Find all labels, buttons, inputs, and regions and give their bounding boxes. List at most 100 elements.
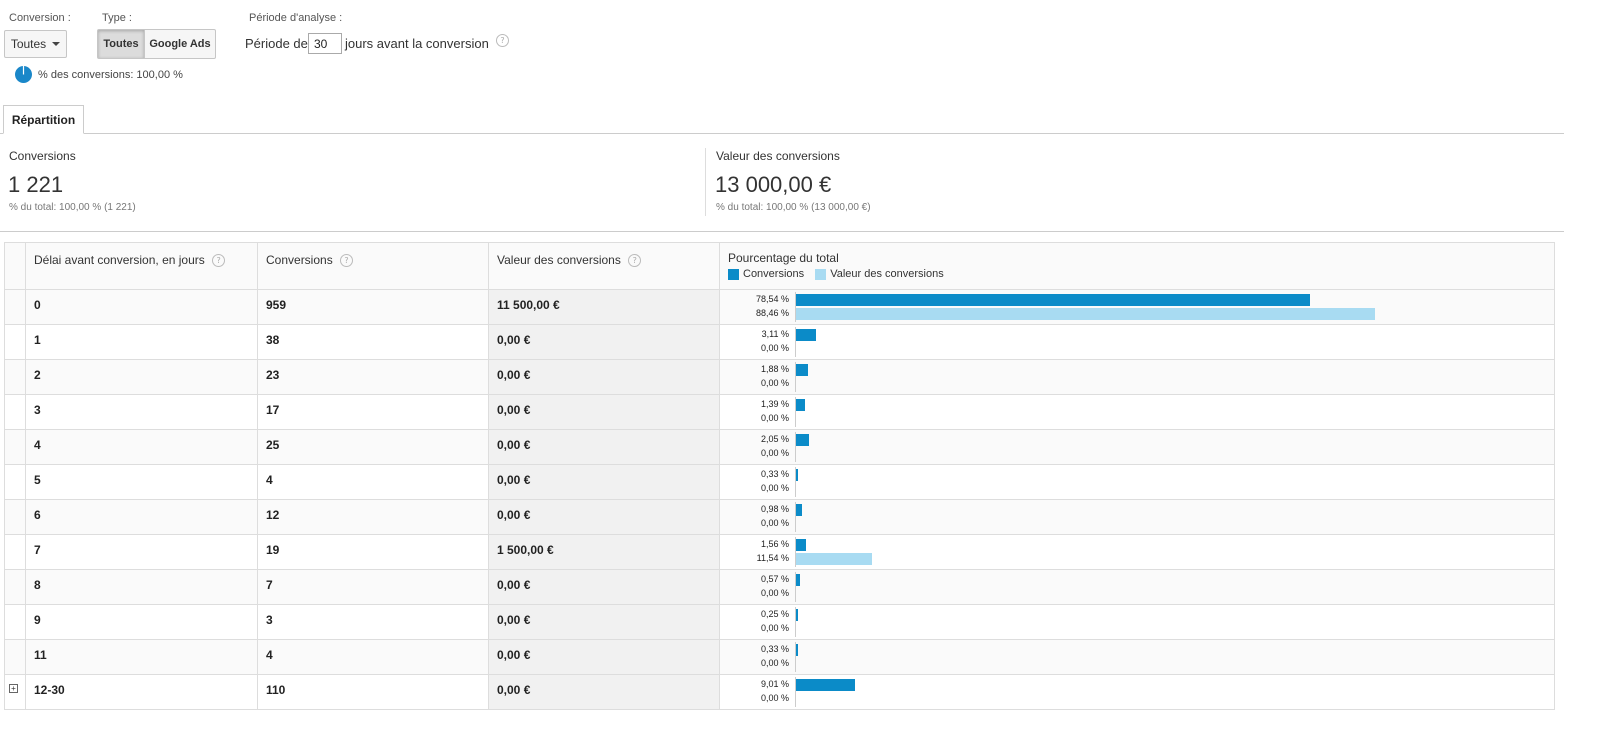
pct-conversions-label: 0,57 % xyxy=(760,574,789,584)
table-row[interactable]: 2 23 0,00 € 1,88 % 0,00 % xyxy=(4,359,1555,395)
pct-value-label: 0,00 % xyxy=(760,448,789,458)
row-expand-cell xyxy=(4,499,26,535)
period-prefix: Période de xyxy=(245,36,308,51)
table-row[interactable]: 9 3 0,00 € 0,25 % 0,00 % xyxy=(4,604,1555,640)
cell-conversions: 959 xyxy=(257,289,489,325)
bar-axis xyxy=(795,467,796,497)
bar-axis xyxy=(795,292,796,322)
table-row[interactable]: 11 4 0,00 € 0,33 % 0,00 % xyxy=(4,639,1555,675)
cell-conversions: 25 xyxy=(257,429,489,465)
pct-value-label: 0,00 % xyxy=(760,588,789,598)
cell-percentage: 2,05 % 0,00 % xyxy=(719,429,1555,465)
pct-conversions-label: 0,33 % xyxy=(760,644,789,654)
table-row[interactable]: 7 19 1 500,00 € 1,56 % 11,54 % xyxy=(4,534,1555,570)
period-days-input[interactable] xyxy=(308,33,342,54)
header-conversions[interactable]: Conversions ? xyxy=(257,242,489,290)
bar-axis xyxy=(795,362,796,392)
conversions-bar xyxy=(796,574,800,586)
cell-delay: 11 xyxy=(25,639,258,675)
plus-square-icon[interactable]: + xyxy=(9,684,18,693)
type-label: Type : xyxy=(102,12,132,24)
question-circle-icon[interactable]: ? xyxy=(496,34,509,47)
row-expand-cell xyxy=(4,639,26,675)
row-expand-cell xyxy=(4,359,26,395)
legend-conversions: Conversions xyxy=(743,268,805,280)
bar-axis xyxy=(795,502,796,532)
cell-percentage: 0,98 % 0,00 % xyxy=(719,499,1555,535)
cell-conversions: 4 xyxy=(257,639,489,675)
summary-conversions-sub: % du total: 100,00 % (1 221) xyxy=(9,202,136,213)
cell-value: 0,00 € xyxy=(488,324,720,360)
cell-delay: 5 xyxy=(25,464,258,500)
cell-delay: 9 xyxy=(25,604,258,640)
pct-value-label: 0,00 % xyxy=(760,623,789,633)
cell-delay: 8 xyxy=(25,569,258,605)
period-suffix: jours avant la conversion xyxy=(345,36,489,51)
conversions-bar xyxy=(796,504,803,516)
tab-repartition[interactable]: Répartition xyxy=(3,105,84,134)
pct-conversions-label: 2,05 % xyxy=(760,434,789,444)
row-expand-cell xyxy=(4,534,26,570)
conversions-bar xyxy=(796,329,817,341)
conversions-bar xyxy=(796,399,806,411)
cell-delay: 12-30 xyxy=(25,674,258,710)
cell-conversions: 17 xyxy=(257,394,489,430)
conversions-bar xyxy=(796,434,810,446)
table-row[interactable]: 1 38 0,00 € 3,11 % 0,00 % xyxy=(4,324,1555,360)
cell-value: 0,00 € xyxy=(488,464,720,500)
table-row[interactable]: 4 25 0,00 € 2,05 % 0,00 % xyxy=(4,429,1555,465)
pct-conversions-label: 1,39 % xyxy=(760,399,789,409)
type-button-google-ads[interactable]: Google Ads xyxy=(144,29,216,59)
cell-percentage: 3,11 % 0,00 % xyxy=(719,324,1555,360)
bar-axis xyxy=(795,397,796,427)
table-row[interactable]: 5 4 0,00 € 0,33 % 0,00 % xyxy=(4,464,1555,500)
cell-conversions: 4 xyxy=(257,464,489,500)
summary-value-sub: % du total: 100,00 % (13 000,00 €) xyxy=(716,202,871,213)
row-expand-cell xyxy=(4,394,26,430)
cell-percentage: 1,39 % 0,00 % xyxy=(719,394,1555,430)
cell-percentage: 0,57 % 0,00 % xyxy=(719,569,1555,605)
row-expand-cell xyxy=(4,569,26,605)
row-expand-cell xyxy=(4,604,26,640)
conversions-bar xyxy=(796,469,799,481)
cell-conversions: 19 xyxy=(257,534,489,570)
cell-percentage: 78,54 % 88,46 % xyxy=(719,289,1555,325)
period-label: Période d'analyse : xyxy=(249,12,343,24)
header-delay[interactable]: Délai avant conversion, en jours ? xyxy=(25,242,258,290)
summary-conversions-label: Conversions xyxy=(9,149,76,163)
conversions-bar xyxy=(796,609,798,621)
table-row[interactable]: 0 959 11 500,00 € 78,54 % 88,46 % xyxy=(4,289,1555,325)
question-circle-icon[interactable]: ? xyxy=(628,254,642,268)
header-value[interactable]: Valeur des conversions ? xyxy=(488,242,720,290)
cell-value: 0,00 € xyxy=(488,569,720,605)
pct-value-label: 88,46 % xyxy=(755,308,789,318)
conversions-bar xyxy=(796,644,799,656)
type-button-all[interactable]: Toutes xyxy=(97,29,145,59)
cell-percentage: 1,56 % 11,54 % xyxy=(719,534,1555,570)
bar-axis xyxy=(795,572,796,602)
table-row[interactable]: 6 12 0,00 € 0,98 % 0,00 % xyxy=(4,499,1555,535)
cell-conversions: 3 xyxy=(257,604,489,640)
cell-percentage: 9,01 % 0,00 % xyxy=(719,674,1555,710)
question-circle-icon[interactable]: ? xyxy=(212,254,226,268)
cell-value: 0,00 € xyxy=(488,429,720,465)
legend-value: Valeur des conversions xyxy=(830,268,944,280)
summary-value-label: Valeur des conversions xyxy=(716,149,840,163)
cell-value: 0,00 € xyxy=(488,499,720,535)
cell-value: 0,00 € xyxy=(488,359,720,395)
pct-conversions-label: 0,33 % xyxy=(760,469,789,479)
cell-value: 0,00 € xyxy=(488,604,720,640)
pct-conversions-label: 9,01 % xyxy=(760,679,789,689)
conversion-dropdown[interactable]: Toutes xyxy=(4,30,67,58)
value-bar xyxy=(796,308,1376,320)
cell-conversions: 38 xyxy=(257,324,489,360)
pct-conversions-label: 3,11 % xyxy=(761,329,789,339)
question-circle-icon[interactable]: ? xyxy=(340,254,354,268)
table-row[interactable]: 8 7 0,00 € 0,57 % 0,00 % xyxy=(4,569,1555,605)
summary-divider xyxy=(705,148,706,216)
table-row[interactable]: 3 17 0,00 € 1,39 % 0,00 % xyxy=(4,394,1555,430)
table-row[interactable]: +12-30 110 0,00 € 9,01 % 0,00 % xyxy=(4,674,1555,710)
cell-value: 11 500,00 € xyxy=(488,289,720,325)
cell-percentage: 0,25 % 0,00 % xyxy=(719,604,1555,640)
summary-conversions-value: 1 221 xyxy=(8,172,64,197)
